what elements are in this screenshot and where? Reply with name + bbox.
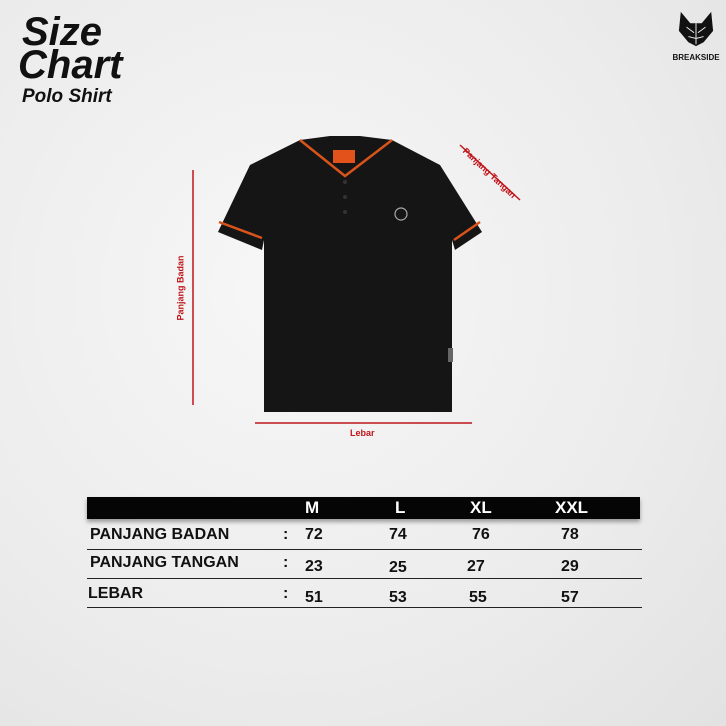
title-size: Size bbox=[22, 10, 103, 54]
value-xl: 55 bbox=[469, 589, 487, 606]
value-m: 51 bbox=[305, 589, 323, 606]
sleeve-length-line bbox=[459, 144, 521, 201]
row-label: PANJANG TANGAN bbox=[90, 554, 239, 571]
button bbox=[343, 210, 347, 214]
body-length-label: Panjang Badan bbox=[175, 255, 186, 321]
polo-shirt bbox=[218, 136, 482, 412]
chest-logo bbox=[394, 207, 408, 221]
button bbox=[343, 180, 347, 184]
width-label: Lebar bbox=[350, 428, 375, 438]
row-label: LEBAR bbox=[88, 585, 144, 602]
size-header-bar: M L XL XXL bbox=[87, 497, 640, 519]
value-xxl: 78 bbox=[561, 526, 579, 543]
value-xl: 27 bbox=[467, 558, 485, 575]
table-row: PANJANG BADAN : 72 74 76 78 bbox=[87, 520, 642, 550]
separator: : bbox=[283, 526, 289, 543]
size-m: M bbox=[305, 498, 320, 517]
value-l: 74 bbox=[389, 526, 407, 543]
size-l: L bbox=[395, 498, 406, 517]
sleeve-trim bbox=[218, 220, 481, 242]
size-xl: XL bbox=[470, 498, 492, 517]
row-label: PANJANG BADAN bbox=[90, 526, 230, 543]
value-xxl: 57 bbox=[561, 589, 579, 606]
neck-label bbox=[333, 150, 355, 163]
table-row: PANJANG TANGAN : 23 25 27 29 bbox=[87, 549, 642, 579]
size-xxl: XXL bbox=[555, 498, 589, 517]
value-xxl: 29 bbox=[561, 558, 579, 575]
separator: : bbox=[283, 554, 289, 571]
cat-head-logo-icon bbox=[678, 11, 714, 47]
value-l: 53 bbox=[389, 589, 407, 606]
value-m: 23 bbox=[305, 558, 323, 575]
value-m: 72 bbox=[305, 526, 323, 543]
button bbox=[343, 195, 347, 199]
table-row: LEBAR : 51 53 55 57 bbox=[87, 578, 642, 608]
brand-name: BREAKSIDE bbox=[672, 53, 720, 62]
shirt-illustration bbox=[192, 136, 521, 424]
side-tag bbox=[448, 348, 453, 362]
subtitle: Polo Shirt bbox=[22, 86, 112, 107]
value-l: 25 bbox=[389, 559, 407, 576]
brand-logo: BREAKSIDE bbox=[668, 10, 724, 62]
separator: : bbox=[283, 585, 289, 602]
title-chart: Chart bbox=[18, 43, 123, 87]
value-xl: 76 bbox=[472, 526, 490, 543]
collar-trim bbox=[299, 139, 393, 178]
